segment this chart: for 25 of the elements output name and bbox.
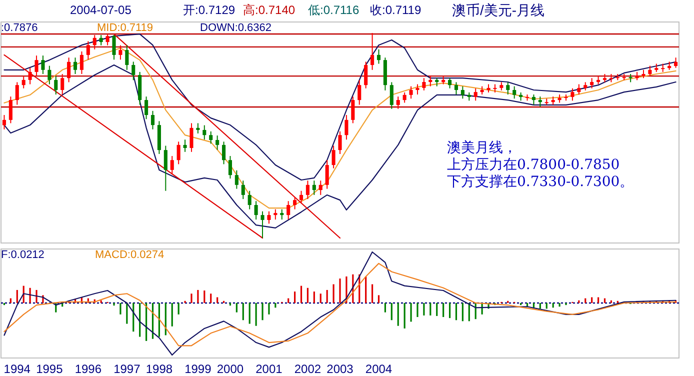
annotation: DOWN:0.6362 (200, 22, 272, 34)
x-tick-label: 2000 (216, 362, 244, 376)
x-tick-label: 1996 (74, 362, 102, 376)
x-tick-label: 1995 (36, 362, 64, 376)
chart-title: 澳币/美元-月线 (452, 2, 545, 18)
annotation: MID:0.7119 (97, 22, 154, 34)
annotation: F:0.0212 (1, 249, 44, 261)
x-tick-label: 1997 (114, 362, 141, 376)
x-tick-label: 1998 (146, 362, 173, 376)
x-tick-label: 2002 (294, 362, 322, 376)
annotation: 澳美月线， (447, 140, 517, 156)
text: 收:0.7119 (370, 3, 422, 17)
x-tick-label: 1994 (4, 362, 31, 376)
x-tick-label: 1999 (184, 362, 212, 376)
x-tick-label: 2001 (256, 362, 283, 376)
annotation: 上方压力在0.7800-0.7850 (447, 157, 620, 173)
x-tick-label: 2003 (326, 362, 354, 376)
text: 低:0.7116 (308, 3, 360, 17)
x-tick-label: 2004 (365, 362, 392, 376)
text: 2004-07-05 (70, 3, 132, 17)
text: 高:0.7140 (243, 3, 296, 17)
annotation: :0.7876 (1, 22, 38, 34)
annotation: 下方支撑在0.7330-0.7300。 (447, 174, 634, 190)
text: 开:0.7129 (183, 3, 236, 17)
annotation: MACD:0.0274 (95, 249, 164, 261)
